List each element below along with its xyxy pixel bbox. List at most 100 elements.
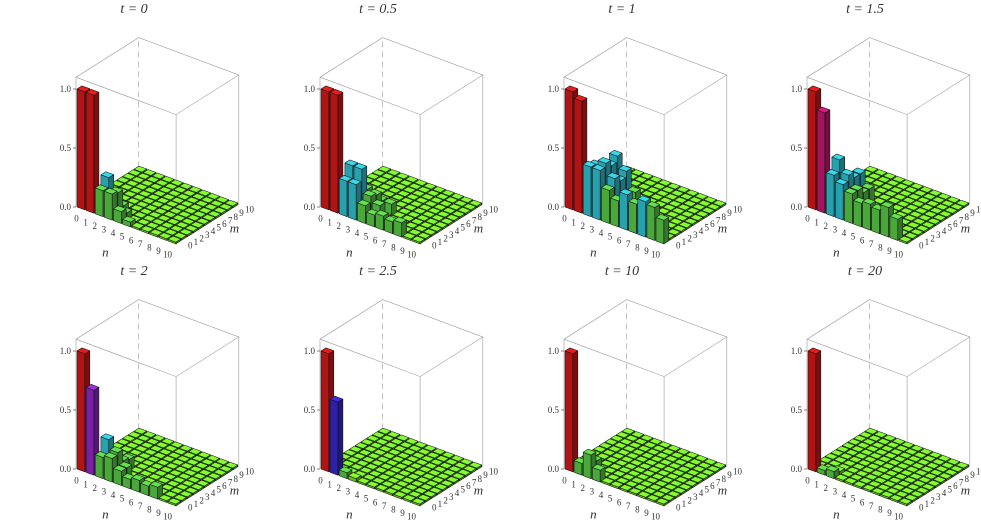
bar-top-face — [130, 466, 144, 474]
n-tick-label: 4 — [355, 490, 360, 500]
bar-top-face — [224, 461, 239, 469]
bar-top-face — [927, 217, 941, 225]
n-tick-label: 2 — [824, 221, 829, 231]
n-tick-label: 6 — [860, 497, 865, 507]
n-tick-label: 0 — [805, 214, 810, 224]
bar-top-face — [414, 179, 428, 186]
bar-top-face — [606, 172, 621, 179]
bar-top-face — [707, 203, 721, 210]
bar-top-face — [893, 193, 907, 201]
bar-top-face — [697, 200, 712, 207]
bar-top-face — [154, 207, 168, 215]
bar-top-face — [122, 215, 136, 223]
bounding-box-top — [806, 37, 971, 207]
bar-top-face — [679, 193, 694, 200]
z-tick-label: 1.0 — [304, 84, 316, 94]
bar-top-face — [415, 197, 429, 204]
bar-front-face — [94, 187, 104, 217]
n-tick-label: 1 — [327, 217, 332, 227]
n-axis-label: n — [102, 507, 109, 520]
bar-front-face — [85, 92, 95, 214]
bar-top-face — [213, 207, 227, 214]
n-tick-label: 5 — [120, 232, 125, 242]
bar-top-face — [131, 176, 145, 183]
bar-top-face — [369, 180, 384, 187]
n-tick-label: 1 — [571, 479, 576, 489]
bar-top-face — [182, 451, 196, 459]
z-tick-label: 0.5 — [60, 405, 72, 415]
bar-top-face — [161, 438, 175, 445]
bar-top-face — [167, 190, 182, 197]
n-tick-label: 0 — [318, 476, 323, 486]
z-tick-label: 0.5 — [791, 143, 803, 153]
bar-side-face — [337, 398, 344, 476]
bar-top-face — [685, 189, 699, 197]
bar-front-face — [816, 109, 826, 214]
n-tick-label: 5 — [608, 494, 613, 504]
bar-top-face — [149, 445, 163, 452]
bar-top-face — [655, 190, 670, 197]
bar-top-face — [913, 189, 927, 197]
bar-top-face — [148, 473, 162, 480]
n-tick-label: 5 — [608, 232, 613, 242]
n-tick-label: 7 — [138, 239, 143, 249]
bar-top-face — [459, 196, 473, 203]
bar-top-face — [906, 221, 921, 229]
n-tick-label: 0 — [74, 214, 79, 224]
bar-top-face — [85, 89, 100, 96]
n-tick-label: 3 — [833, 487, 838, 497]
m-axis-label: m — [230, 483, 239, 498]
bar-top-face — [386, 431, 401, 438]
bar-top-face — [204, 465, 218, 473]
bar-front-face — [76, 88, 86, 211]
bar-top-face — [641, 190, 655, 197]
panel-title: t = 0 — [120, 2, 147, 17]
bar-top-face — [165, 200, 179, 208]
bar-top-face — [219, 203, 233, 210]
bar-top-face — [176, 193, 191, 200]
n-tick-label: 5 — [851, 494, 856, 504]
m-axis-label: m — [961, 483, 970, 498]
bar-top-face — [171, 459, 185, 466]
bar-front-face — [592, 167, 601, 221]
bar-top-face — [159, 204, 174, 211]
bar-top-face — [153, 190, 167, 197]
bar-top-face — [170, 441, 184, 448]
bar-top-face — [161, 176, 175, 183]
bar-top-face — [915, 225, 930, 232]
bar-top-face — [852, 167, 866, 175]
bar-top-face — [166, 480, 180, 487]
bar — [411, 235, 426, 245]
bar-top-face — [634, 176, 648, 183]
bar-top-face — [138, 452, 152, 459]
m-tick-label: 7 — [472, 215, 477, 225]
m-tick-label: 4 — [455, 488, 460, 498]
n-tick-label: 3 — [102, 487, 107, 497]
bar-front-face — [85, 387, 95, 476]
n-tick-label: 4 — [111, 490, 116, 500]
bar-top-face — [671, 207, 686, 214]
bar-top-face — [919, 186, 933, 193]
bar-top-face — [143, 448, 158, 456]
bar-top-face — [680, 210, 695, 218]
bar-top-face — [402, 232, 416, 239]
bar-top-face — [637, 195, 651, 202]
bar-top-face — [160, 483, 175, 491]
bar-top-face — [155, 441, 169, 449]
bar-top-face — [151, 172, 166, 180]
bar-top-face — [431, 214, 445, 221]
n-tick-label: 10 — [894, 250, 904, 260]
bar-top-face — [104, 187, 118, 195]
z-tick-label: 1.0 — [304, 346, 316, 356]
bar-top-face — [142, 431, 157, 438]
bar-top-face — [877, 176, 891, 183]
bar-top-face — [646, 186, 661, 194]
bar-top-face — [873, 169, 888, 176]
bar-top-face — [880, 201, 894, 208]
bar-top-face — [423, 182, 437, 190]
panel-title: t = 2.5 — [359, 264, 397, 279]
m-tick-label: 6 — [222, 481, 227, 491]
